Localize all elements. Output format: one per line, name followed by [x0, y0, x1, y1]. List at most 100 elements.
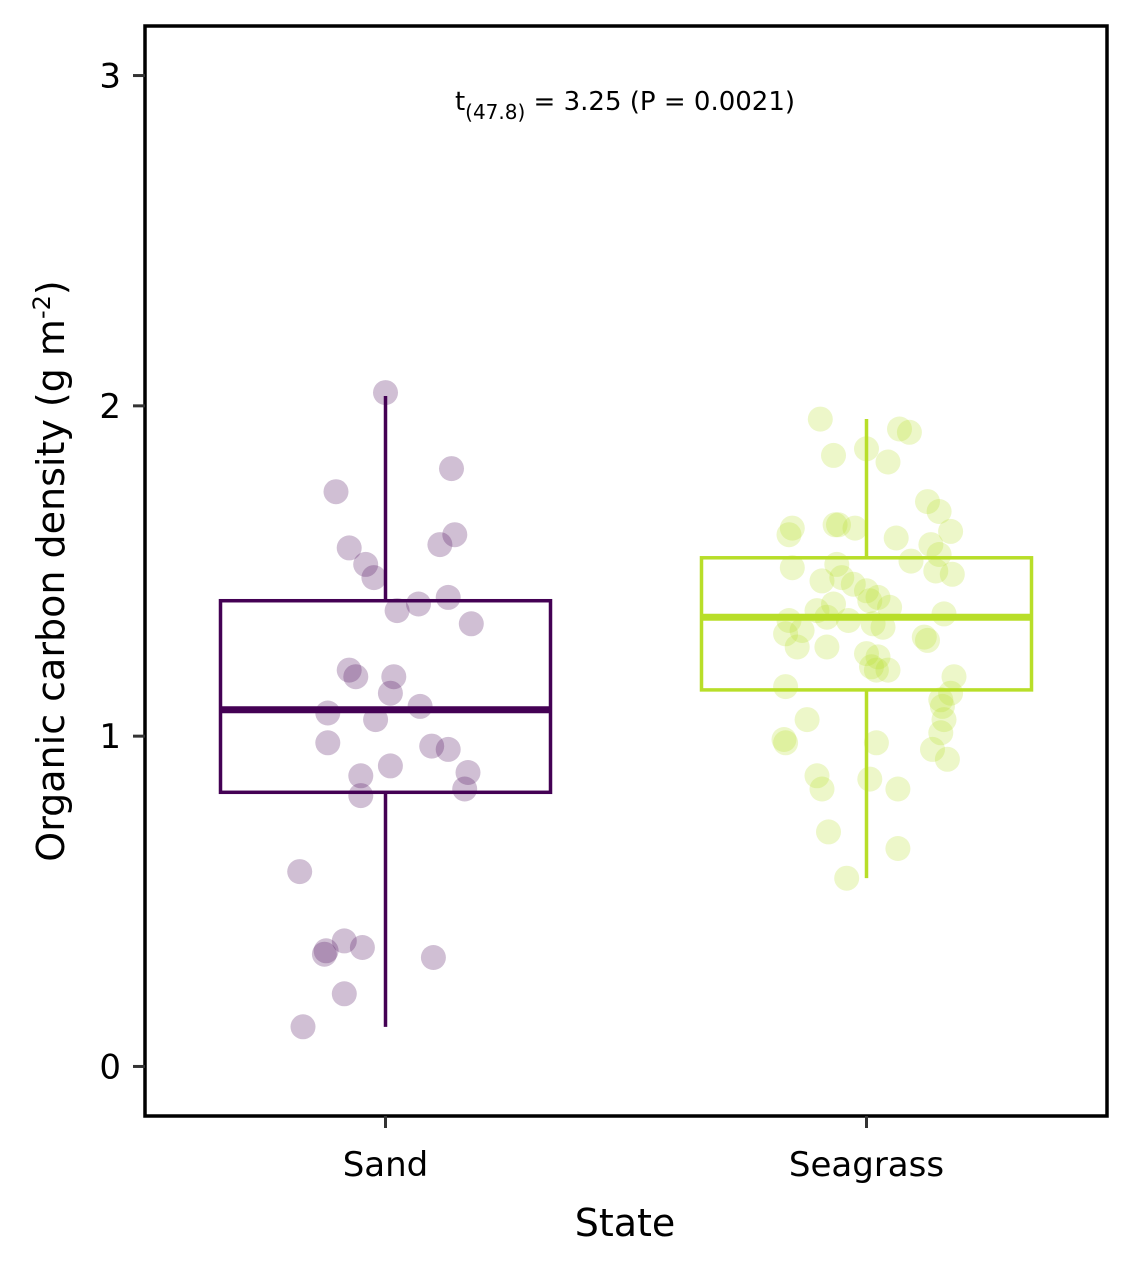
- seagrass-point-0: [807, 406, 833, 432]
- seagrass-point-14: [883, 525, 909, 551]
- seagrass-point-45: [859, 654, 884, 680]
- y-tick-label-0: 0: [99, 1047, 121, 1087]
- y-tick-label-2: 2: [99, 387, 121, 427]
- sand-point-9: [406, 591, 431, 617]
- seagrass-point-8: [822, 512, 848, 538]
- axis-layer: Sand Seagrass 0 1 2 3: [99, 57, 944, 1185]
- seagrass-point-50: [938, 680, 964, 706]
- sand-point-22: [377, 753, 403, 779]
- seagrass-point-64: [809, 776, 835, 802]
- seagrass-point-39: [911, 624, 937, 650]
- sand-point-19: [315, 730, 341, 756]
- y-axis-title-close: ): [29, 280, 73, 295]
- seagrass-point-26: [865, 584, 891, 610]
- y-tick-label-1: 1: [99, 717, 121, 757]
- sand-point-12: [336, 657, 362, 683]
- seagrass-point-6: [915, 489, 940, 515]
- sand-point-4: [427, 532, 453, 558]
- annotation-main: t: [455, 87, 465, 117]
- seagrass-point-43: [854, 641, 879, 667]
- sand-point-18: [363, 707, 389, 733]
- sand-point-27: [287, 859, 313, 885]
- x-tick-label-seagrass: Seagrass: [789, 1145, 944, 1185]
- sand-point-26: [348, 783, 374, 809]
- seagrass-point-16: [926, 542, 952, 567]
- seagrass-point-22: [809, 568, 835, 594]
- sand-point-20: [419, 733, 445, 759]
- sand-box: [218, 598, 553, 795]
- sand-point-5: [336, 535, 362, 561]
- sand-point-29: [331, 928, 357, 954]
- seagrass-point-46: [863, 657, 889, 683]
- sand-point-34: [290, 1014, 316, 1040]
- box-layer: [218, 395, 1034, 1027]
- sand-point-32: [420, 945, 446, 970]
- sand-point-13: [381, 664, 407, 690]
- seagrass-point-62: [857, 766, 883, 792]
- sand-point-21: [435, 736, 461, 762]
- seagrass-point-63: [885, 776, 911, 802]
- seagrass-point-60: [934, 746, 960, 772]
- seagrass-point-47: [875, 657, 901, 683]
- seagrass-point-28: [821, 591, 846, 617]
- seagrass-point-57: [773, 730, 799, 756]
- points-layer: [287, 380, 967, 1040]
- seagrass-point-29: [877, 594, 903, 620]
- seagrass-point-5: [875, 449, 901, 475]
- seagrass-point-21: [939, 561, 965, 587]
- sand-point-3: [442, 522, 468, 548]
- x-axis-title: State: [575, 1201, 676, 1245]
- seagrass-point-40: [915, 627, 940, 653]
- seagrass-point-56: [771, 727, 797, 752]
- sand-point-30: [311, 941, 337, 967]
- seagrass-point-11: [779, 515, 805, 541]
- seagrass-point-4: [821, 442, 846, 468]
- sand-point-33: [331, 981, 357, 1007]
- seagrass-point-2: [896, 419, 922, 445]
- seagrass-point-1: [887, 416, 912, 442]
- seagrass-point-54: [794, 707, 820, 733]
- seagrass-point-41: [784, 634, 810, 660]
- y-axis-title: Organic carbon density (g m-2): [28, 280, 73, 861]
- seagrass-point-44: [865, 644, 891, 670]
- seagrass-point-24: [840, 571, 866, 597]
- sand-point-8: [435, 584, 461, 610]
- sand-point-6: [353, 551, 379, 577]
- seagrass-point-25: [854, 578, 879, 604]
- seagrass-point-10: [842, 515, 868, 541]
- seagrass-point-12: [776, 522, 802, 548]
- seagrass-point-52: [929, 693, 955, 719]
- seagrass-point-49: [773, 674, 799, 700]
- x-tick-label-sand: Sand: [343, 1145, 429, 1185]
- sand-point-10: [384, 598, 410, 624]
- seagrass-point-9: [826, 512, 851, 538]
- sand-point-23: [455, 760, 481, 785]
- stat-annotation: t(47.8) = 3.25 (P = 0.0021): [455, 87, 795, 124]
- seagrass-point-20: [923, 558, 949, 584]
- seagrass-point-48: [941, 664, 967, 690]
- seagrass-point-17: [898, 548, 924, 574]
- seagrass-point-59: [920, 736, 945, 762]
- sand-point-11: [458, 611, 484, 637]
- y-axis-title-sup: -2: [28, 295, 56, 319]
- y-axis-title-main: Organic carbon density (g m: [29, 319, 73, 862]
- seagrass-point-36: [870, 614, 896, 640]
- plot-frame: [143, 24, 1109, 1118]
- seagrass-point-23: [829, 565, 855, 591]
- seagrass-point-58: [863, 730, 889, 756]
- sand-point-14: [343, 664, 369, 690]
- seagrass-point-7: [926, 499, 952, 524]
- seagrass-point-15: [918, 532, 944, 558]
- seagrass-point-55: [928, 720, 954, 746]
- sand-point-0: [373, 380, 398, 406]
- seagrass-point-65: [816, 819, 841, 845]
- seagrass-point-53: [931, 707, 957, 733]
- sand-point-31: [313, 938, 339, 964]
- seagrass-point-38: [773, 621, 799, 647]
- seagrass-point-42: [814, 634, 840, 660]
- annotation-rest: = 3.25 (P = 0.0021): [525, 87, 795, 117]
- seagrass-point-51: [928, 687, 954, 713]
- sand-point-24: [348, 763, 374, 789]
